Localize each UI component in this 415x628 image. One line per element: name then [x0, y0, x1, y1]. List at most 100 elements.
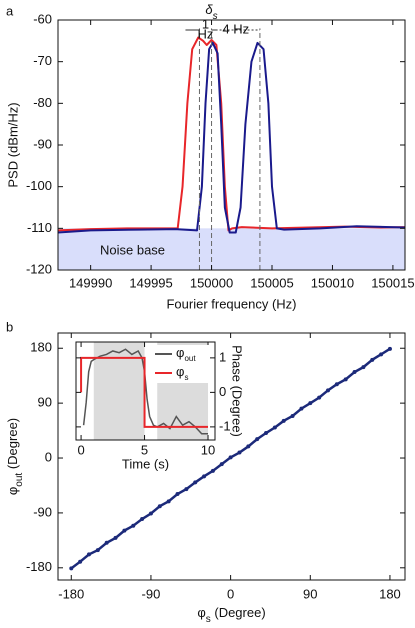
- delta-label-sub: s: [213, 11, 218, 22]
- point: [352, 370, 357, 375]
- point: [86, 552, 91, 557]
- point: [237, 450, 242, 455]
- point: [308, 401, 313, 406]
- point: [122, 528, 127, 533]
- x-axis-label-main: φ: [197, 605, 205, 620]
- x-axis-label: Fourier frequency (Hz): [166, 296, 296, 311]
- psd-line: [57, 36, 406, 232]
- point: [387, 346, 392, 351]
- point: [184, 487, 189, 492]
- legend-label-sub: s: [184, 373, 188, 382]
- x-axis-label: φs (Degree): [197, 605, 265, 625]
- y-tick-label: -60: [33, 11, 52, 26]
- point: [370, 357, 375, 362]
- x-tick-label: 150015: [371, 275, 414, 290]
- plot-frame: [75, 341, 216, 441]
- x-tick-label: 10: [201, 442, 215, 457]
- point: [379, 352, 384, 357]
- panel-label: b: [6, 319, 13, 334]
- x-tick-label: -180: [58, 586, 84, 601]
- point: [193, 480, 198, 485]
- point: [281, 418, 286, 423]
- legend-bg: [152, 345, 210, 383]
- point: [95, 548, 100, 553]
- x-tick-label: 0: [227, 586, 234, 601]
- delta-label-main: δ: [205, 2, 213, 17]
- x-axis-label: Time (s): [122, 456, 169, 471]
- delta-label: δs: [205, 2, 217, 22]
- y-axis-label-sub: out: [14, 473, 25, 487]
- y-tick-label: -80: [33, 95, 52, 110]
- legend-label: φout: [176, 345, 196, 362]
- y-tick-label: 180: [30, 340, 52, 355]
- y-tick-label: 90: [38, 395, 52, 410]
- x-tick-label: 0: [77, 442, 84, 457]
- y-tick-label: 1: [219, 349, 226, 364]
- point: [246, 444, 251, 449]
- x-tick-label: 150010: [311, 275, 354, 290]
- legend-label: φs: [176, 364, 188, 381]
- y-tick-label: -110: [27, 220, 52, 235]
- point: [334, 382, 339, 387]
- point: [272, 425, 277, 430]
- y-axis-label-rest: (Degree): [5, 418, 20, 473]
- point: [343, 377, 348, 382]
- y-tick-label: -120: [26, 261, 52, 276]
- y-tick-label: -100: [26, 178, 52, 193]
- gap-label: 4 Hz: [222, 21, 249, 36]
- point: [255, 437, 260, 442]
- y-axis-label: Phase (Degree): [230, 345, 245, 437]
- x-tick-label: 150000: [190, 275, 233, 290]
- point: [140, 517, 145, 522]
- x-axis-label-rest: (Degree): [211, 605, 266, 620]
- phase-line: [80, 356, 209, 428]
- phase-line: [82, 348, 209, 435]
- y-tick-label: -70: [33, 53, 52, 68]
- point: [219, 462, 224, 467]
- point: [69, 566, 74, 571]
- y-axis-label-main: φ: [5, 487, 20, 495]
- panel-label: a: [6, 3, 14, 18]
- y-tick-label: -1: [219, 418, 231, 433]
- legend-label-main: φ: [176, 345, 184, 360]
- point: [166, 499, 171, 504]
- point: [202, 474, 207, 479]
- y-tick-label: -90: [33, 504, 52, 519]
- y-tick-label: 0: [45, 449, 52, 464]
- x-tick-label: 149995: [129, 275, 172, 290]
- x-tick-label: 90: [303, 586, 317, 601]
- y-tick-label: -90: [33, 136, 52, 151]
- point: [299, 406, 304, 411]
- y-axis-label: φout (Degree): [5, 418, 25, 495]
- x-axis-label-sub: s: [206, 614, 211, 625]
- plot-frame: [57, 332, 406, 581]
- y-axis-label: PSD (dBm/Hz): [5, 102, 20, 187]
- point: [317, 395, 322, 400]
- psd-line: [57, 41, 406, 234]
- gap-label: 1: [202, 16, 209, 31]
- plot-frame: [57, 19, 406, 271]
- point: [148, 511, 153, 516]
- point: [290, 413, 295, 418]
- point: [157, 504, 162, 509]
- point: [361, 365, 366, 370]
- x-tick-label: 180: [379, 586, 401, 601]
- legend-label-main: φ: [176, 364, 184, 379]
- noise-base-label: Noise base: [100, 242, 165, 257]
- x-tick-label: -90: [142, 586, 161, 601]
- point: [175, 492, 180, 497]
- x-tick-label: 150005: [250, 275, 293, 290]
- point: [210, 468, 215, 473]
- point: [325, 388, 330, 393]
- point: [104, 540, 109, 545]
- x-tick-label: 5: [141, 442, 148, 457]
- x-tick-label: 149990: [69, 275, 112, 290]
- shaded-region: [93, 342, 145, 440]
- point: [113, 535, 118, 540]
- point: [131, 523, 136, 528]
- y-tick-label: 0: [219, 384, 226, 399]
- point: [228, 455, 233, 460]
- point: [78, 559, 83, 564]
- y-tick-label: -180: [26, 559, 52, 574]
